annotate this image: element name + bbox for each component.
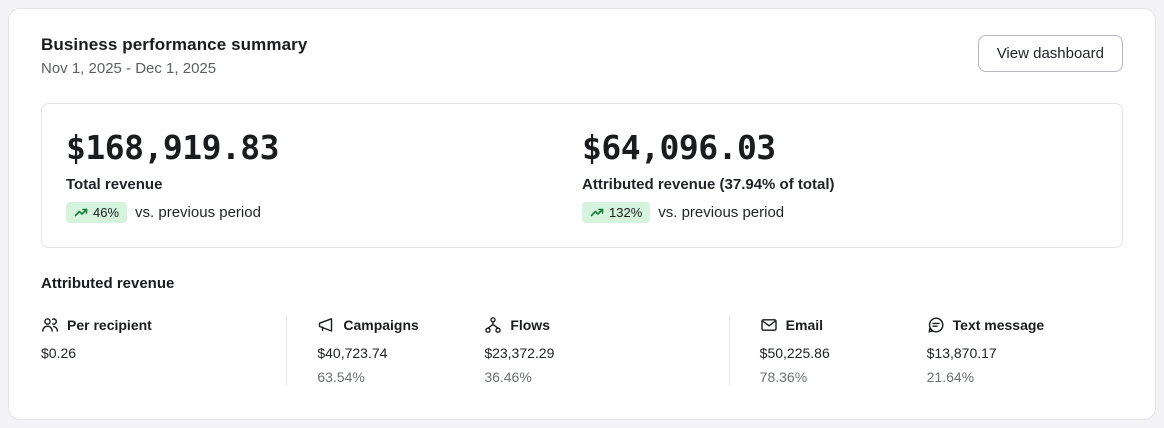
- date-range: Nov 1, 2025 - Dec 1, 2025: [41, 60, 217, 77]
- total-revenue-value: $168,919.83: [66, 128, 280, 167]
- stat-email: Email $50,225.86 78.36%: [728, 316, 927, 385]
- attributed-revenue-change-row: 132% vs. previous period: [582, 202, 1098, 223]
- attributed-revenue-value: $64,096.03: [582, 128, 776, 167]
- megaphone-icon: [319, 318, 333, 332]
- stat-label: Email: [785, 317, 824, 333]
- attributed-revenue-heading: Attributed revenue: [41, 275, 175, 292]
- stat-value: $40,723.74: [317, 345, 388, 361]
- header-text-block: Business performance summary Nov 1, 2025…: [41, 35, 307, 77]
- total-revenue-change-row: 46% vs. previous period: [66, 202, 582, 223]
- stat-head: Per recipient: [41, 316, 266, 334]
- total-revenue-label: Total revenue: [66, 176, 163, 193]
- stat-label: Text message: [952, 317, 1045, 333]
- stat-head: Flows: [484, 316, 708, 334]
- page-title: Business performance summary: [41, 35, 308, 54]
- change-percent: 46%: [93, 205, 120, 220]
- vs-previous-period-text: vs. previous period: [135, 204, 261, 221]
- stat-head: Text message: [927, 316, 1103, 334]
- attributed-stats-row: Per recipient $0.26 Campaigns $40,723.74…: [41, 316, 1123, 385]
- metrics-box: $168,919.83 Total revenue 46% vs. previo…: [41, 103, 1123, 248]
- stat-per-recipient: Per recipient $0.26: [41, 316, 286, 385]
- performance-summary-card: Business performance summary Nov 1, 2025…: [8, 8, 1156, 420]
- trend-up-icon: [74, 208, 88, 216]
- stat-label: Flows: [510, 317, 550, 333]
- attributed-revenue-label: Attributed revenue (37.94% of total): [582, 176, 835, 193]
- stat-label: Campaigns: [343, 317, 419, 333]
- people-icon: [42, 318, 59, 332]
- stat-percent: 21.64%: [926, 369, 975, 385]
- stat-value: $23,372.29: [484, 345, 555, 361]
- stat-text-message: Text message $13,870.17 21.64%: [927, 316, 1123, 385]
- attributed-revenue-metric: $64,096.03 Attributed revenue (37.94% of…: [582, 128, 1098, 223]
- stat-percent: 36.46%: [484, 369, 532, 385]
- stat-campaigns: Campaigns $40,723.74 63.54%: [286, 316, 484, 385]
- stat-head: Email: [760, 316, 907, 334]
- stat-percent: 63.54%: [317, 369, 365, 385]
- stat-value: $0.26: [41, 345, 77, 361]
- stat-flows: Flows $23,372.29 36.46%: [484, 316, 728, 385]
- stat-value: $50,225.86: [759, 345, 830, 361]
- change-badge: 132%: [582, 202, 651, 223]
- vs-previous-period-text: vs. previous period: [658, 204, 785, 221]
- stat-label: Per recipient: [67, 317, 152, 333]
- trend-up-icon: [590, 208, 604, 216]
- stat-head: Campaigns: [317, 316, 464, 334]
- flows-icon: [485, 317, 502, 333]
- message-icon: [928, 317, 944, 333]
- change-badge: 46%: [66, 202, 128, 223]
- total-revenue-metric: $168,919.83 Total revenue 46% vs. previo…: [66, 128, 582, 223]
- stat-percent: 78.36%: [759, 369, 808, 385]
- card-header: Business performance summary Nov 1, 2025…: [41, 35, 1123, 77]
- stat-value: $13,870.17: [926, 345, 997, 361]
- view-dashboard-button[interactable]: View dashboard: [977, 35, 1123, 72]
- email-icon: [760, 319, 777, 331]
- change-percent: 132%: [609, 205, 643, 220]
